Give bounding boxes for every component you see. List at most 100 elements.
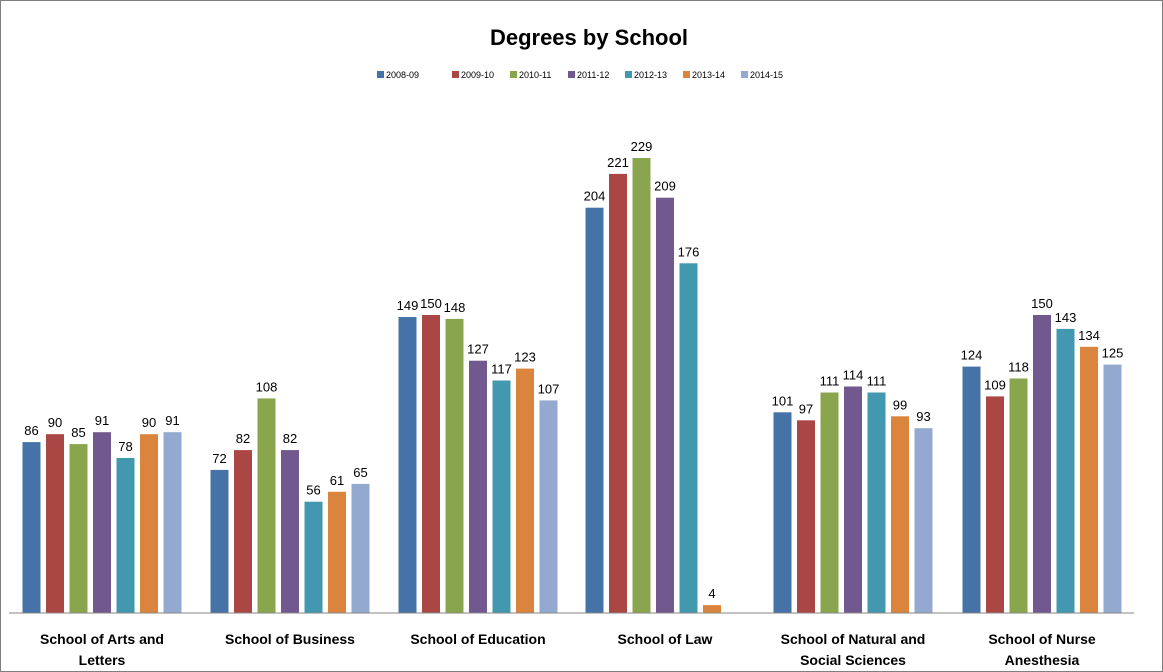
legend-swatch-2009-10: [452, 71, 459, 78]
bar-2012-13-3: [679, 263, 698, 613]
data-label-2009-10-2: 150: [420, 296, 442, 311]
data-label-2012-13-1: 56: [306, 483, 320, 498]
bar-2011-12-1: [281, 450, 299, 613]
bar-2012-13-0: [116, 458, 135, 613]
data-label-2011-12-0: 91: [95, 413, 109, 428]
bar-2010-11-4: [820, 392, 839, 613]
data-label-2013-14-1: 61: [330, 473, 344, 488]
data-label-2013-14-2: 123: [514, 350, 536, 365]
bar-2013-14-4: [891, 416, 909, 613]
data-label-2008-09-0: 86: [24, 423, 38, 438]
bar-2012-13-4: [867, 392, 886, 613]
category-label-3-line-0: School of Law: [618, 631, 713, 647]
data-label-2010-11-2: 148: [444, 300, 466, 315]
category-label-5-line-1: Anesthesia: [1005, 652, 1080, 668]
bar-2009-10-2: [422, 315, 440, 613]
data-label-2012-13-2: 117: [491, 362, 512, 377]
data-label-2012-13-0: 78: [118, 439, 132, 454]
bar-2011-12-4: [844, 386, 862, 613]
category-label-2-line-0: School of Education: [410, 631, 545, 647]
bar-2009-10-4: [797, 420, 815, 613]
data-label-2010-11-5: 118: [1008, 360, 1029, 375]
data-label-2011-12-2: 127: [467, 342, 489, 357]
bar-2010-11-5: [1009, 378, 1028, 613]
data-label-2008-09-5: 124: [961, 348, 983, 363]
legend-swatch-2008-09: [377, 71, 384, 78]
bar-2014-15-5: [1103, 364, 1122, 613]
legend-swatch-2010-11: [510, 71, 517, 78]
category-label-4-line-0: School of Natural and: [781, 631, 926, 647]
data-label-2010-11-1: 108: [256, 379, 278, 394]
category-label-0-line-0: School of Arts and: [40, 631, 164, 647]
legend-swatch-2014-15: [741, 71, 748, 78]
bar-2010-11-2: [445, 318, 464, 613]
data-label-2013-14-3: 4: [708, 586, 715, 601]
bar-2012-13-2: [492, 380, 511, 613]
data-label-2014-15-2: 107: [538, 381, 560, 396]
bar-2011-12-2: [469, 360, 487, 613]
bar-2013-14-5: [1080, 346, 1098, 613]
data-label-2013-14-5: 134: [1078, 328, 1100, 343]
bar-2014-15-4: [914, 428, 933, 613]
data-label-2008-09-2: 149: [397, 298, 419, 313]
legend-label-2012-13: 2012-13: [634, 70, 667, 80]
category-label-4-line-1: Social Sciences: [800, 652, 906, 668]
bar-2009-10-5: [986, 396, 1004, 613]
data-label-2014-15-0: 91: [165, 413, 179, 428]
data-label-2008-09-4: 101: [772, 393, 794, 408]
data-label-2009-10-4: 97: [799, 401, 813, 416]
bar-2011-12-5: [1033, 315, 1051, 613]
data-label-2012-13-4: 111: [867, 374, 887, 389]
data-label-2011-12-4: 114: [843, 368, 864, 383]
bar-2008-09-2: [398, 317, 417, 613]
category-label-0-line-1: Letters: [79, 652, 126, 668]
data-label-2011-12-3: 209: [654, 179, 676, 194]
legend-swatch-2011-12: [568, 71, 575, 78]
data-label-2009-10-1: 82: [236, 431, 250, 446]
legend-swatch-2013-14: [683, 71, 690, 78]
data-label-2014-15-1: 65: [353, 465, 367, 480]
data-label-2010-11-4: 111: [820, 374, 840, 389]
bar-2011-12-3: [656, 197, 674, 613]
bar-2013-14-3: [703, 605, 721, 613]
bar-2010-11-0: [69, 444, 88, 613]
category-labels-group: School of Arts and Letters School of Busin…: [40, 631, 1096, 668]
bar-2012-13-1: [304, 501, 323, 613]
bar-2014-15-0: [163, 432, 182, 613]
data-label-2009-10-3: 221: [607, 155, 629, 170]
legend-label-2009-10: 2009-10: [461, 70, 494, 80]
data-label-2014-15-4: 93: [916, 409, 930, 424]
data-label-2009-10-5: 109: [984, 377, 1006, 392]
data-label-2012-13-3: 176: [678, 244, 700, 259]
category-label-5-line-0: School of Nurse: [988, 631, 1096, 647]
bar-2008-09-1: [210, 469, 229, 613]
data-label-2011-12-1: 82: [283, 431, 297, 446]
data-label-2008-09-1: 72: [212, 451, 226, 466]
bar-2010-11-1: [257, 398, 276, 613]
data-label-2011-12-5: 150: [1031, 296, 1053, 311]
bar-2008-09-4: [773, 412, 792, 613]
bar-2008-09-3: [585, 207, 604, 613]
data-label-2012-13-5: 143: [1055, 310, 1077, 325]
data-label-2013-14-0: 90: [142, 415, 156, 430]
legend: 2008-09 2009-10 2010-11 2011-12 2012-13 2013-…: [377, 70, 783, 80]
data-label-2010-11-0: 85: [71, 425, 85, 440]
legend-label-2008-09: 2008-09: [386, 70, 419, 80]
bars-group: [22, 158, 1122, 613]
legend-label-2013-14: 2013-14: [692, 70, 725, 80]
bar-2013-14-0: [140, 434, 158, 613]
data-label-2009-10-0: 90: [48, 415, 62, 430]
data-label-2014-15-5: 125: [1102, 346, 1124, 361]
data-label-2010-11-3: 229: [631, 139, 653, 154]
category-label-1-line-0: School of Business: [225, 631, 355, 647]
legend-label-2011-12: 2011-12: [577, 70, 609, 80]
bar-2008-09-5: [962, 366, 981, 613]
bar-2012-13-5: [1056, 328, 1075, 613]
bar-2013-14-1: [328, 491, 346, 613]
bar-2009-10-3: [609, 173, 627, 613]
legend-label-2010-11: 2010-11: [519, 70, 551, 80]
data-label-2008-09-3: 204: [584, 189, 606, 204]
legend-swatch-2012-13: [625, 71, 632, 78]
